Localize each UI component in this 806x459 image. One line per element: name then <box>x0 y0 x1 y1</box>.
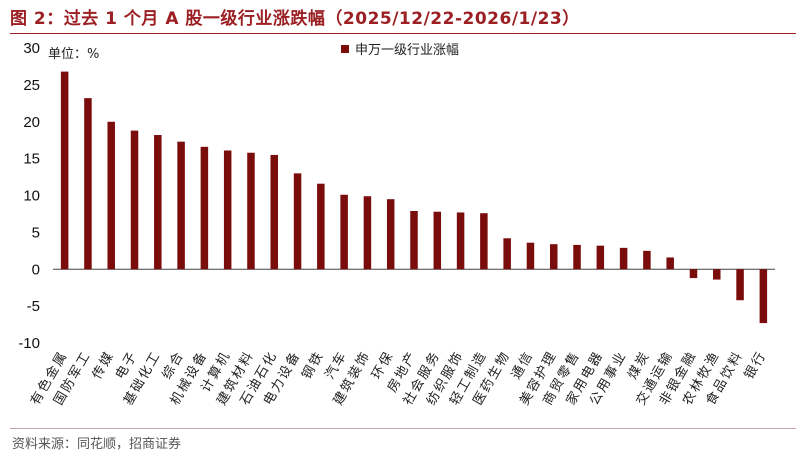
bar <box>666 257 674 270</box>
bar <box>317 183 325 270</box>
bar <box>340 194 348 270</box>
legend-swatch <box>341 44 349 53</box>
bar <box>410 210 418 270</box>
bar <box>736 269 744 301</box>
y-tick-label: -10 <box>18 335 40 352</box>
bar <box>759 269 768 324</box>
y-tick-label: 15 <box>23 151 40 168</box>
y-tick-label: 10 <box>23 188 40 205</box>
bar <box>480 213 488 270</box>
y-tick-label: 5 <box>32 224 40 241</box>
y-tick-label: 0 <box>32 261 40 278</box>
chart-title: 图 2：过去 1 个月 A 股一级行业涨跌幅（2025/12/22-2026/1… <box>10 9 580 29</box>
y-tick-label: 25 <box>23 77 40 94</box>
bar <box>386 199 395 270</box>
bar <box>363 196 372 270</box>
bar <box>573 244 581 270</box>
bar <box>456 212 465 270</box>
y-tick-label: 30 <box>23 40 40 57</box>
title-divider <box>10 33 796 34</box>
bar <box>177 141 185 270</box>
bar <box>293 173 302 270</box>
source-note: 资料来源：同花顺，招商证券 <box>12 437 182 452</box>
legend-label: 申万一级行业涨幅 <box>355 43 460 58</box>
bar <box>433 211 442 270</box>
x-tick-label: 传媒 <box>90 349 118 382</box>
y-tick-label: -5 <box>27 298 40 315</box>
bar <box>689 269 698 279</box>
unit-label: 单位：% <box>48 47 100 62</box>
x-tick-label: 钢铁 <box>299 349 327 382</box>
bar <box>223 150 232 270</box>
y-tick-label: 20 <box>23 114 40 131</box>
bar <box>270 154 279 270</box>
x-tick-label: 银行 <box>742 349 770 382</box>
bar <box>526 242 535 270</box>
bar <box>596 245 605 270</box>
bar <box>503 238 511 270</box>
bar <box>84 98 92 270</box>
bar <box>107 121 115 270</box>
bar <box>154 135 162 270</box>
bar <box>549 244 558 270</box>
bar <box>643 250 651 270</box>
bar <box>60 71 69 270</box>
legend: 申万一级行业涨幅 <box>341 39 459 58</box>
bar <box>130 130 139 270</box>
bar <box>247 152 255 270</box>
bar <box>713 269 721 280</box>
bar <box>619 247 628 270</box>
bar <box>200 146 209 270</box>
source-divider <box>10 428 796 429</box>
